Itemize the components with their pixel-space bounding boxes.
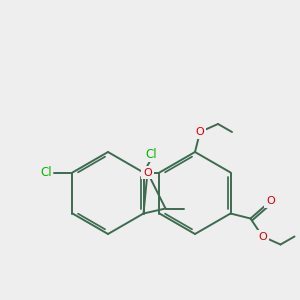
Text: O: O — [266, 196, 275, 206]
Text: Cl: Cl — [41, 166, 52, 179]
Text: O: O — [196, 127, 204, 137]
Text: O: O — [258, 232, 267, 242]
Text: O: O — [143, 167, 152, 178]
Text: Cl: Cl — [146, 148, 157, 161]
